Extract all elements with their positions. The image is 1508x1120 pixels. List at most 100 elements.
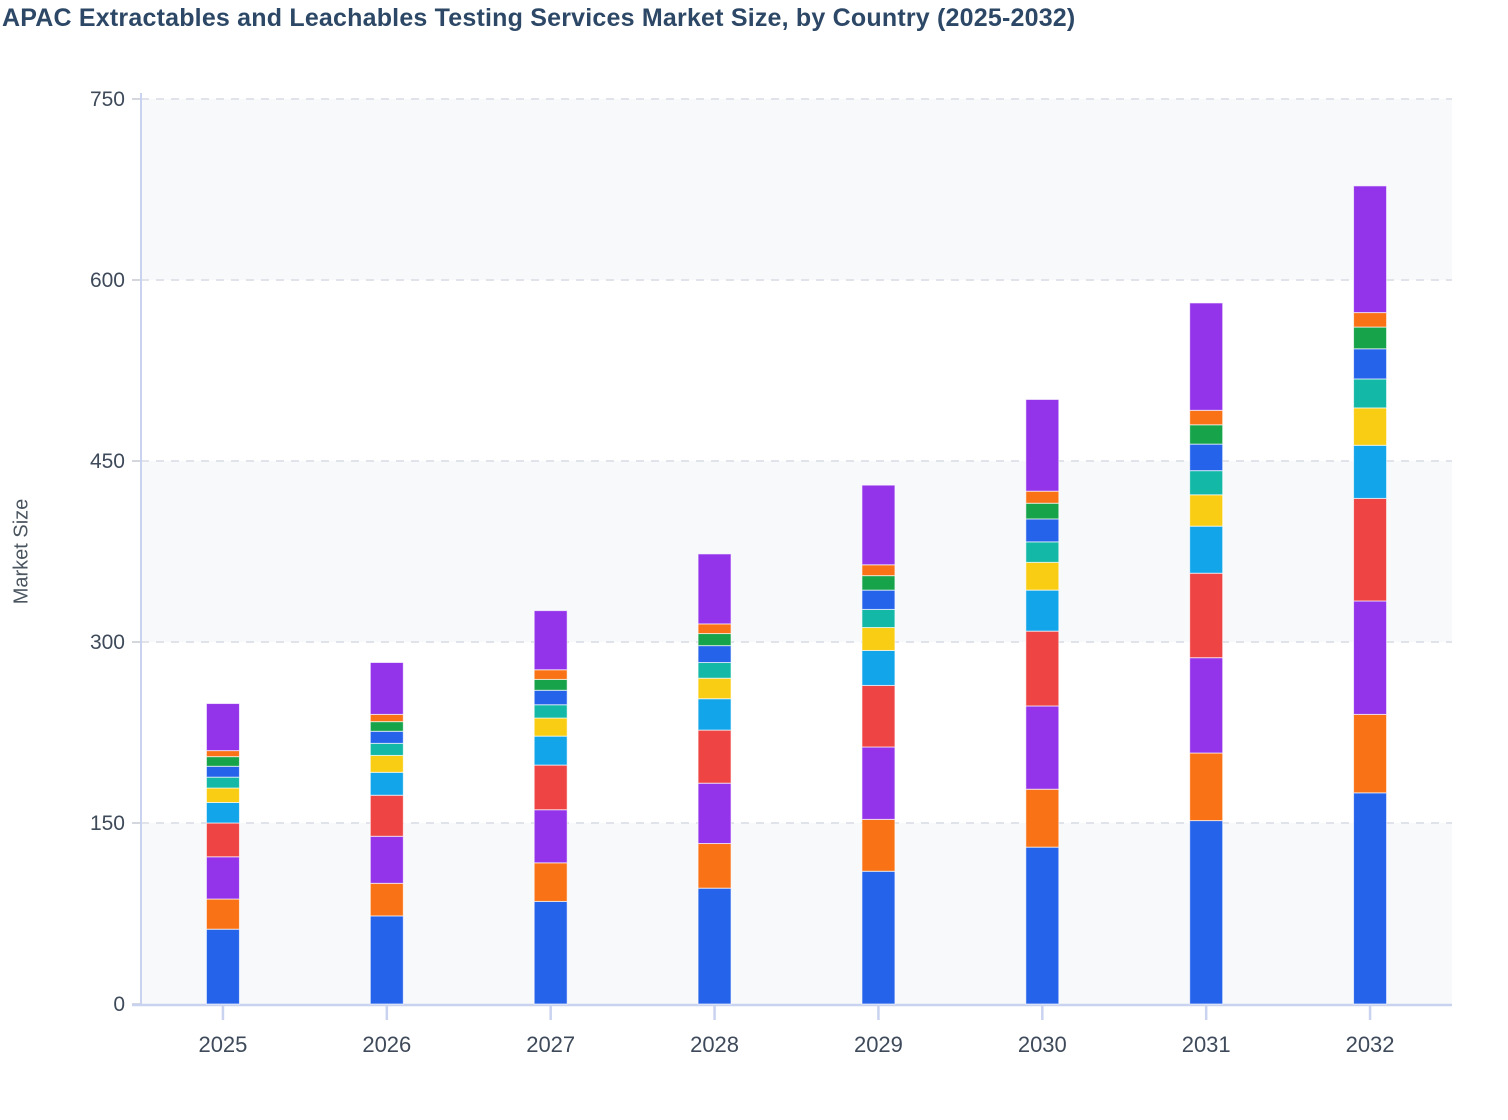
bar-2026-segment-9-green[interactable] <box>369 721 404 732</box>
bar-2029-segment-5-skyblue[interactable] <box>861 649 896 686</box>
bar-2027-segment-8-royalblue[interactable] <box>533 689 568 706</box>
bar-2030-segment-1-blue[interactable] <box>1025 846 1060 1005</box>
bar-2027-segment-1-blue[interactable] <box>533 900 568 1005</box>
bar-2028-segment-10-orange[interactable] <box>697 623 732 635</box>
bar-2026-segment-8-royalblue[interactable] <box>369 730 404 744</box>
bar-2029-segment-7-teal[interactable] <box>861 608 896 629</box>
bar-2032-segment-11-purple[interactable] <box>1353 185 1388 314</box>
bar-2031-segment-1-blue[interactable] <box>1189 820 1224 1005</box>
bar-2031-segment-7-teal[interactable] <box>1189 470 1224 496</box>
bar-2030-segment-6-yellow[interactable] <box>1025 561 1060 591</box>
x-axis-label-2029: 2029 <box>854 1032 903 1057</box>
bar-2028-segment-8-royalblue[interactable] <box>697 645 732 664</box>
bar-2025-segment-1-blue[interactable] <box>205 928 240 1005</box>
bar-2026-segment-2-orange[interactable] <box>369 882 404 917</box>
y-tick-label: 750 <box>90 88 125 111</box>
bar-2029-segment-8-royalblue[interactable] <box>861 589 896 610</box>
bar-2032-segment-9-green[interactable] <box>1353 326 1388 350</box>
bar-2031-segment-6-yellow[interactable] <box>1189 494 1224 527</box>
bar-2028-segment-5-skyblue[interactable] <box>697 698 732 731</box>
bar-2027-segment-11-purple[interactable] <box>533 610 568 671</box>
bar-2027-segment-2-orange[interactable] <box>533 862 568 902</box>
bar-2027-segment-4-red[interactable] <box>533 764 568 811</box>
bar-2032-segment-10-orange[interactable] <box>1353 312 1388 328</box>
bar-2030-segment-7-teal[interactable] <box>1025 541 1060 563</box>
bar-2025-segment-3-purple[interactable] <box>205 856 240 900</box>
y-tick-label: 150 <box>90 812 125 835</box>
y-tick-label: 300 <box>90 631 125 654</box>
bar-2028-segment-9-green[interactable] <box>697 633 732 647</box>
bar-2025-segment-10-orange[interactable] <box>205 750 240 758</box>
bar-2029-segment-3-purple[interactable] <box>861 746 896 820</box>
background-band <box>141 99 1452 280</box>
bar-2025-segment-4-red[interactable] <box>205 822 240 858</box>
x-axis-label-2030: 2030 <box>1018 1032 1067 1057</box>
background-band <box>141 461 1452 642</box>
bar-2028-segment-3-purple[interactable] <box>697 782 732 845</box>
bar-2027-segment-6-yellow[interactable] <box>533 717 568 737</box>
bar-2031-segment-2-orange[interactable] <box>1189 752 1224 822</box>
bar-2030-segment-5-skyblue[interactable] <box>1025 589 1060 632</box>
bar-2028-segment-7-teal[interactable] <box>697 662 732 679</box>
bar-2030-segment-10-orange[interactable] <box>1025 490 1060 504</box>
bar-2027-segment-7-teal[interactable] <box>533 704 568 719</box>
bar-2026-segment-4-red[interactable] <box>369 794 404 837</box>
bar-2026-segment-3-purple[interactable] <box>369 835 404 884</box>
bar-2027-segment-9-green[interactable] <box>533 678 568 691</box>
bar-2025-segment-9-green[interactable] <box>205 756 240 767</box>
bar-2030-segment-11-purple[interactable] <box>1025 398 1060 492</box>
bar-2032-segment-5-skyblue[interactable] <box>1353 444 1388 499</box>
bar-2026-segment-10-orange[interactable] <box>369 713 404 723</box>
bar-2030-segment-4-red[interactable] <box>1025 630 1060 707</box>
bar-2031-segment-10-orange[interactable] <box>1189 409 1224 426</box>
bar-2025-segment-8-royalblue[interactable] <box>205 765 240 778</box>
bar-2027-segment-5-skyblue[interactable] <box>533 735 568 766</box>
bar-2032-segment-4-red[interactable] <box>1353 497 1388 602</box>
bar-2032-segment-2-orange[interactable] <box>1353 713 1388 794</box>
bar-2027-segment-3-purple[interactable] <box>533 809 568 864</box>
bar-2026-segment-5-skyblue[interactable] <box>369 771 404 796</box>
bar-2032-segment-7-teal[interactable] <box>1353 378 1388 409</box>
bar-2025-segment-2-orange[interactable] <box>205 898 240 930</box>
bar-2028-segment-4-red[interactable] <box>697 729 732 784</box>
bar-2031-segment-5-skyblue[interactable] <box>1189 525 1224 574</box>
bar-2032-segment-6-yellow[interactable] <box>1353 407 1388 446</box>
y-tick-label: 450 <box>90 450 125 473</box>
bar-2031-segment-4-red[interactable] <box>1189 572 1224 659</box>
bar-2025-segment-7-teal[interactable] <box>205 776 240 789</box>
bar-2031-segment-8-royalblue[interactable] <box>1189 443 1224 472</box>
bar-2028-segment-6-yellow[interactable] <box>697 677 732 700</box>
bar-2029-segment-2-orange[interactable] <box>861 818 896 872</box>
bar-2030-segment-3-purple[interactable] <box>1025 705 1060 790</box>
bar-2029-segment-9-green[interactable] <box>861 575 896 591</box>
x-axis-label-2025: 2025 <box>198 1032 247 1057</box>
x-axis-label-2032: 2032 <box>1346 1032 1395 1057</box>
bar-2029-segment-6-yellow[interactable] <box>861 627 896 651</box>
bar-2030-segment-2-orange[interactable] <box>1025 788 1060 848</box>
bar-2030-segment-8-royalblue[interactable] <box>1025 518 1060 543</box>
bar-2028-segment-11-purple[interactable] <box>697 553 732 625</box>
bar-2026-segment-11-purple[interactable] <box>369 662 404 715</box>
bar-2031-segment-11-purple[interactable] <box>1189 302 1224 411</box>
bar-2029-segment-4-red[interactable] <box>861 684 896 748</box>
bar-2028-segment-2-orange[interactable] <box>697 843 732 889</box>
bar-2025-segment-5-skyblue[interactable] <box>205 801 240 824</box>
x-axis-label-2031: 2031 <box>1182 1032 1231 1057</box>
bar-2028-segment-1-blue[interactable] <box>697 887 732 1005</box>
bar-2030-segment-9-green[interactable] <box>1025 502 1060 520</box>
bar-2032-segment-1-blue[interactable] <box>1353 792 1388 1005</box>
bar-2029-segment-10-orange[interactable] <box>861 564 896 577</box>
bar-2027-segment-10-orange[interactable] <box>533 669 568 680</box>
bar-2029-segment-1-blue[interactable] <box>861 870 896 1005</box>
bar-2026-segment-7-teal[interactable] <box>369 742 404 756</box>
bar-2031-segment-9-green[interactable] <box>1189 424 1224 445</box>
bar-2032-segment-3-purple[interactable] <box>1353 600 1388 715</box>
bar-2032-segment-8-royalblue[interactable] <box>1353 348 1388 380</box>
bar-2025-segment-6-yellow[interactable] <box>205 787 240 803</box>
bar-2031-segment-3-purple[interactable] <box>1189 657 1224 754</box>
bar-2025-segment-11-purple[interactable] <box>205 703 240 752</box>
bar-2029-segment-11-purple[interactable] <box>861 484 896 566</box>
bar-2026-segment-1-blue[interactable] <box>369 915 404 1005</box>
bar-2026-segment-6-yellow[interactable] <box>369 754 404 773</box>
